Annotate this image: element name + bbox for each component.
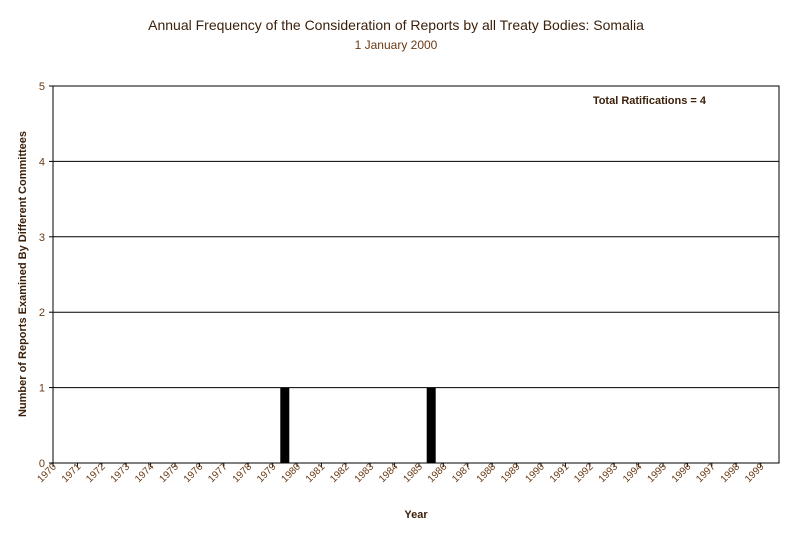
x-tick-label: 1993 (597, 461, 621, 485)
x-tick-label: 1983 (353, 461, 377, 485)
y-tick-label: 3 (39, 232, 45, 244)
chart-subtitle: 1 January 2000 (354, 38, 438, 52)
x-tick-label: 1999 (743, 461, 767, 485)
y-tick-label: 1 (39, 383, 45, 395)
total-ratifications-annotation: Total Ratifications = 4 (593, 95, 707, 107)
x-tick-label: 1996 (670, 461, 694, 485)
bar-1979 (280, 387, 290, 463)
y-tick-labels: 0 1 2 3 4 5 (39, 81, 45, 470)
x-tick-label: 1992 (572, 461, 596, 485)
y-tick-label: 2 (39, 307, 45, 319)
x-tick-label: 1990 (523, 461, 547, 485)
x-tick-labels: 1970 1971 1972 1973 1974 1975 1976 1977 1978 1979… (35, 461, 766, 485)
x-tick-label: 1979 (255, 461, 279, 485)
y-axis-label: Number of Reports Examined By Different … (17, 131, 29, 417)
x-tick-label: 1989 (499, 461, 523, 485)
x-tick-label: 1987 (450, 461, 474, 485)
x-tick-label: 1982 (328, 461, 352, 485)
x-tick-label: 1984 (377, 461, 401, 485)
x-tick-label: 1978 (231, 461, 255, 485)
x-axis-label: Year (404, 509, 428, 521)
x-tick-label: 1988 (475, 461, 499, 485)
x-tick-label: 1997 (694, 461, 718, 485)
bars (280, 387, 436, 463)
x-tick-label: 1998 (719, 461, 743, 485)
x-tick-label: 1995 (645, 461, 669, 485)
x-tick-label: 1977 (206, 461, 230, 485)
x-tick-label: 1991 (548, 461, 572, 485)
x-tick-label: 1986 (426, 461, 450, 485)
x-tick-label: 1972 (84, 461, 108, 485)
x-tick-label: 1994 (621, 461, 645, 485)
y-tick-label: 5 (39, 81, 45, 93)
x-tick-label: 1976 (182, 461, 206, 485)
x-tick-label: 1974 (133, 461, 157, 485)
x-tick-label: 1971 (60, 461, 84, 485)
x-tick-label: 1975 (157, 461, 181, 485)
y-tick-label: 0 (39, 458, 45, 470)
plot-area (52, 85, 780, 464)
x-tick-label: 1985 (401, 461, 425, 485)
x-tick-label: 1981 (304, 461, 328, 485)
chart-title: Annual Frequency of the Consideration of… (148, 17, 644, 33)
grid-lines (49, 85, 779, 464)
bar-1985 (426, 387, 436, 463)
x-tick-label: 1980 (279, 461, 303, 485)
x-tick-label: 1973 (109, 461, 133, 485)
y-tick-label: 4 (39, 156, 45, 168)
